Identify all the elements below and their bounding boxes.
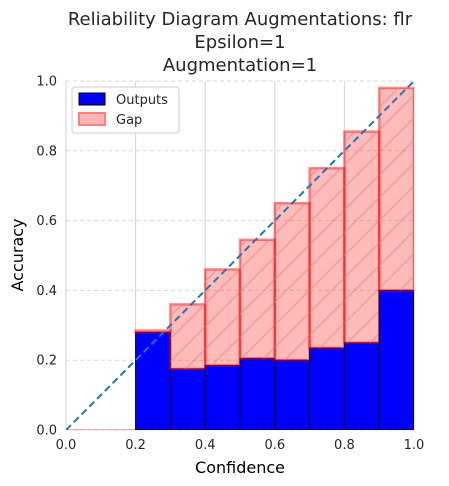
outputs-bar	[274, 359, 311, 430]
x-tick-label: 0.6	[264, 438, 285, 453]
outputs-bar	[169, 368, 206, 430]
outputs-bar	[239, 357, 276, 430]
y-tick-label: 0.4	[36, 284, 57, 299]
chart-title-line-2: Epsilon=1	[194, 32, 285, 53]
gap-hatch	[274, 203, 310, 361]
y-tick-label: 0.2	[36, 354, 57, 369]
legend-gap-label: Gap	[116, 113, 142, 128]
diagonal-line	[66, 81, 414, 430]
perfect-calibration-line	[66, 81, 414, 430]
outputs-bar	[309, 347, 345, 430]
ticks: 0.0 0.2 0.4 0.6 0.8 1.0 0.0 0.2 0.4 0.6 0.8 1.0	[36, 75, 424, 454]
x-tick-label: 0.2	[125, 438, 146, 453]
x-tick-label: 0.0	[56, 438, 77, 453]
gap-hatch	[205, 269, 240, 366]
gap-hatch	[309, 168, 345, 348]
outputs-bar	[204, 364, 241, 430]
x-tick-label: 1.0	[404, 438, 425, 453]
x-tick-label: 0.8	[334, 438, 355, 453]
legend-outputs-label: Outputs	[116, 93, 168, 108]
gap-hatch	[379, 87, 414, 291]
outputs-bar	[343, 342, 380, 430]
gap-hatch	[135, 330, 171, 333]
y-axis-label: Accuracy	[8, 218, 27, 291]
gap-hatch	[170, 304, 206, 369]
outputs-bar	[135, 331, 171, 430]
gap-hatch	[344, 131, 380, 343]
y-tick-label: 1.0	[36, 75, 57, 90]
y-tick-label: 0.6	[36, 214, 57, 229]
outputs-bar	[378, 289, 414, 430]
gap-hatch	[240, 239, 275, 359]
legend-gap-swatch	[78, 112, 106, 126]
x-tick-label: 0.4	[195, 438, 216, 453]
chart-title-line-3: Augmentation=1	[163, 55, 317, 76]
legend: Outputs Gap	[71, 86, 180, 134]
y-tick-label: 0.8	[36, 144, 57, 159]
chart-title-line-1: Reliability Diagram Augmentations: flr	[68, 9, 413, 30]
legend-outputs-swatch	[78, 92, 106, 106]
bars	[66, 86, 414, 430]
y-tick-label: 0.0	[36, 424, 57, 439]
x-axis-label: Confidence	[195, 458, 285, 477]
